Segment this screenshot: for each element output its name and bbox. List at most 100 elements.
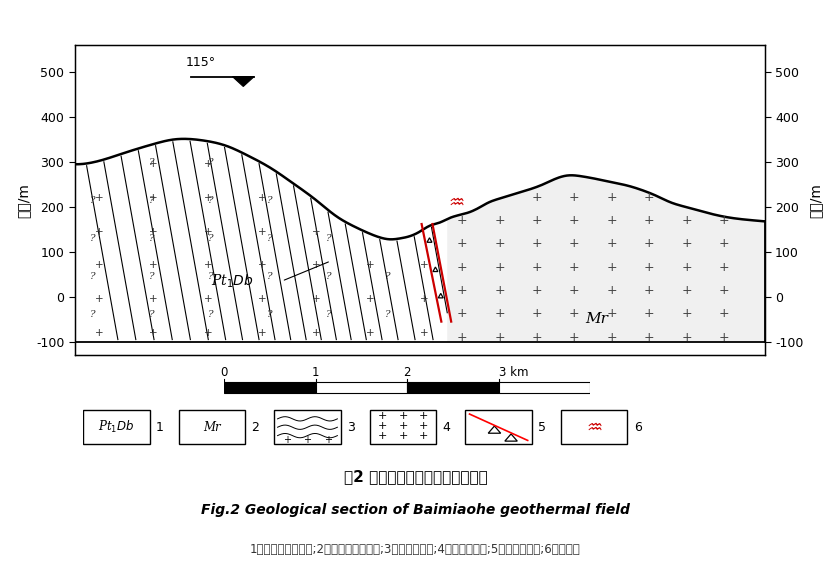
Text: +: + [569, 237, 580, 250]
Text: +: + [204, 328, 212, 338]
Text: +: + [532, 284, 542, 297]
Text: +: + [457, 214, 467, 227]
Text: ?: ? [208, 310, 214, 319]
Text: +: + [681, 284, 692, 297]
Text: +: + [366, 328, 375, 338]
Text: +: + [204, 294, 212, 304]
Text: ?: ? [208, 157, 214, 166]
Text: +: + [494, 284, 504, 297]
Text: Pt$_1$$Db$: Pt$_1$$Db$ [211, 272, 253, 290]
Text: ?: ? [149, 272, 155, 281]
Text: +: + [377, 431, 387, 440]
Text: +: + [366, 294, 375, 304]
Text: +: + [569, 284, 580, 297]
Text: +: + [95, 328, 104, 338]
Text: +: + [607, 307, 617, 320]
Text: +: + [457, 261, 467, 274]
Text: +: + [420, 328, 429, 338]
Text: +: + [398, 431, 408, 440]
Text: +: + [569, 191, 580, 204]
Text: +: + [607, 191, 617, 204]
Text: +: + [150, 227, 158, 237]
Text: +: + [644, 331, 655, 344]
Text: +: + [532, 191, 542, 204]
Text: +: + [569, 331, 580, 344]
Text: +: + [719, 307, 730, 320]
Text: ?: ? [149, 157, 155, 166]
Text: +: + [494, 237, 504, 250]
Polygon shape [75, 139, 447, 342]
Text: +: + [532, 261, 542, 274]
Y-axis label: 高程/m: 高程/m [809, 183, 823, 218]
Text: +: + [204, 193, 212, 203]
Text: ?: ? [90, 272, 96, 281]
Text: ?: ? [208, 196, 214, 205]
Text: +: + [457, 307, 467, 320]
Text: +: + [95, 193, 104, 203]
Text: +: + [494, 261, 504, 274]
Text: +: + [150, 193, 158, 203]
Text: +: + [569, 214, 580, 227]
Text: +: + [150, 328, 158, 338]
Text: +: + [457, 284, 467, 297]
Polygon shape [447, 175, 765, 342]
Text: +: + [607, 237, 617, 250]
Text: ?: ? [90, 234, 96, 243]
Text: +: + [719, 214, 730, 227]
Text: +: + [644, 214, 655, 227]
Bar [316, 382, 407, 393]
Text: +: + [95, 261, 104, 270]
Text: +: + [303, 435, 312, 446]
Text: +: + [398, 421, 408, 431]
Text: ?: ? [90, 196, 96, 205]
Text: +: + [681, 261, 692, 274]
Text: +: + [312, 294, 321, 304]
Text: 1．早元古界大别群;2．时代不明花岗岩;3．二长片麻岩;4．混合花岗岩;5．断裂破碎带;6．温泉。: 1．早元古界大别群;2．时代不明花岗岩;3．二长片麻岩;4．混合花岗岩;5．断裂… [250, 543, 581, 557]
Text: ?: ? [149, 234, 155, 243]
Text: ?: ? [208, 272, 214, 281]
Bar [499, 382, 590, 393]
Text: +: + [419, 431, 429, 440]
Text: +: + [258, 261, 266, 270]
Bar [465, 411, 532, 444]
Text: 5: 5 [538, 421, 546, 434]
Polygon shape [233, 77, 254, 86]
Text: ?: ? [267, 196, 273, 205]
Text: 1: 1 [156, 421, 164, 434]
Text: +: + [420, 294, 429, 304]
Text: +: + [569, 307, 580, 320]
Text: +: + [366, 261, 375, 270]
Text: +: + [494, 214, 504, 227]
Text: 4: 4 [442, 421, 450, 434]
Text: +: + [283, 435, 291, 446]
Text: 2: 2 [251, 421, 259, 434]
Text: +: + [719, 261, 730, 274]
Text: +: + [312, 328, 321, 338]
Text: +: + [532, 237, 542, 250]
Text: 3: 3 [347, 421, 355, 434]
Text: +: + [532, 307, 542, 320]
Text: +: + [644, 284, 655, 297]
Text: +: + [607, 261, 617, 274]
Text: +: + [644, 237, 655, 250]
Bar [370, 411, 436, 444]
Text: +: + [719, 237, 730, 250]
Text: 0: 0 [221, 367, 228, 380]
Text: +: + [312, 261, 321, 270]
Text: ?: ? [208, 234, 214, 243]
Text: Mr: Mr [586, 312, 608, 327]
Text: +: + [204, 227, 212, 237]
Text: +: + [420, 261, 429, 270]
Text: +: + [150, 261, 158, 270]
Text: +: + [258, 328, 266, 338]
Text: +: + [204, 159, 212, 169]
Text: ?: ? [149, 310, 155, 319]
Text: +: + [258, 227, 266, 237]
Text: ?: ? [327, 272, 332, 281]
Text: ?: ? [149, 196, 155, 205]
Text: +: + [95, 294, 104, 304]
Text: +: + [258, 193, 266, 203]
Text: +: + [312, 227, 321, 237]
Text: +: + [494, 331, 504, 344]
Text: +: + [457, 331, 467, 344]
